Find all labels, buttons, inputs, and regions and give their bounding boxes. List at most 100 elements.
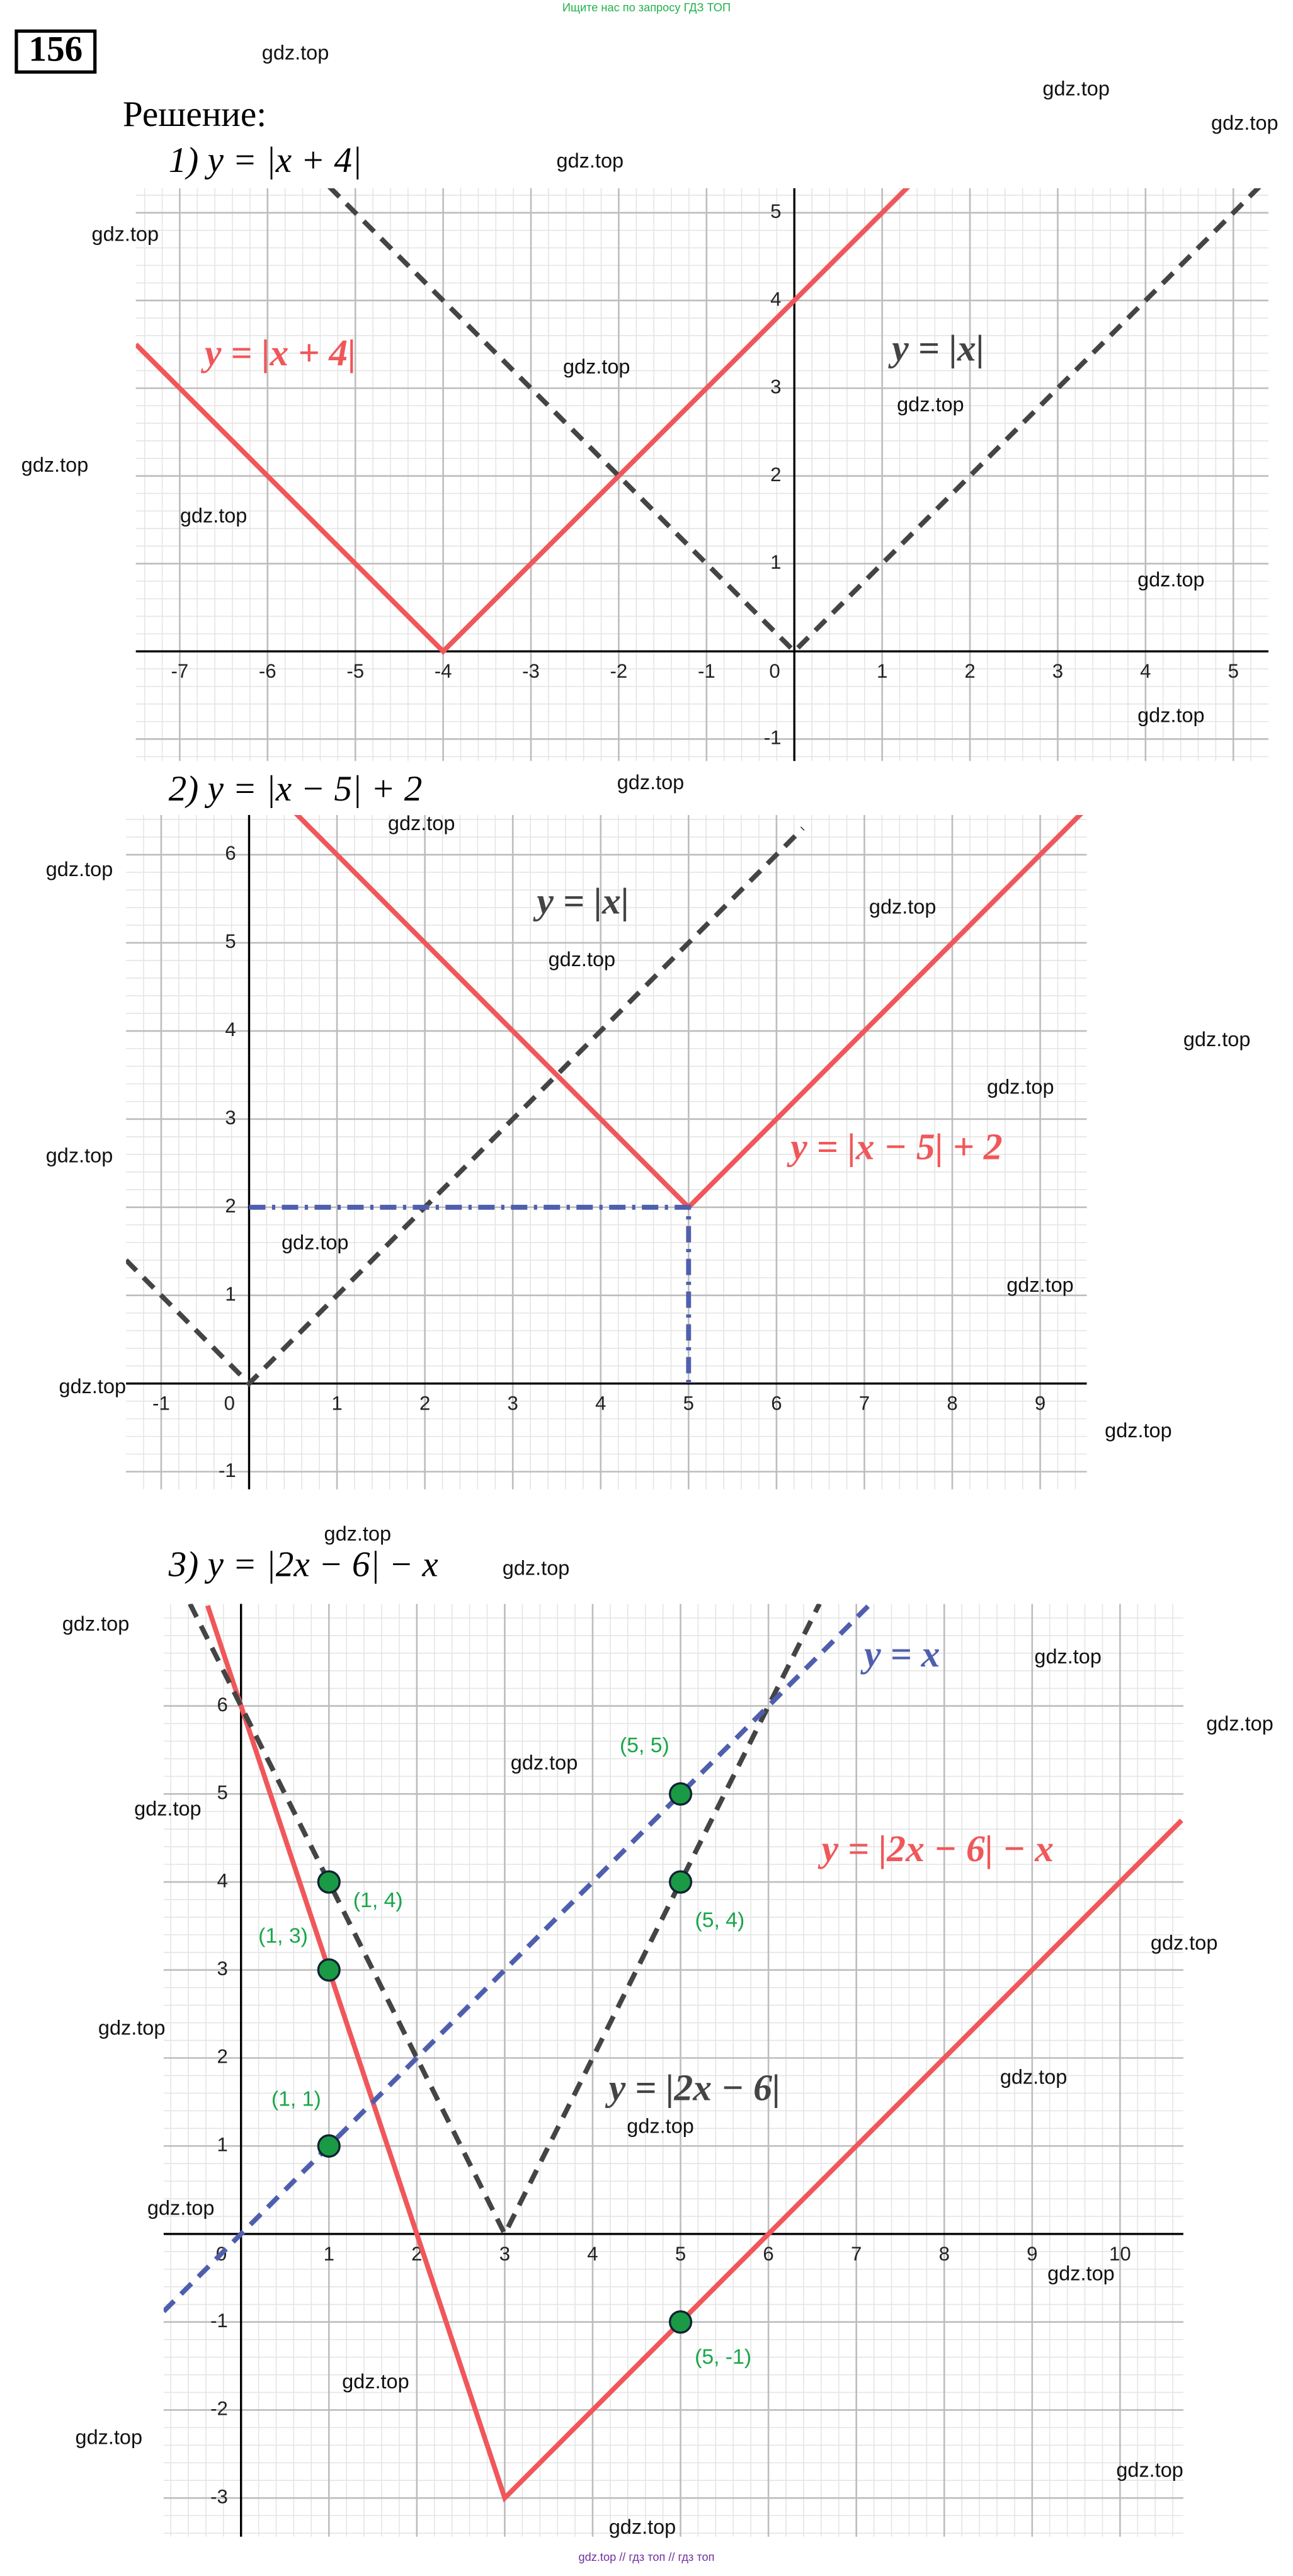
- x-tick-label: -5: [346, 660, 364, 682]
- watermark: gdz.top: [1211, 111, 1279, 134]
- graph: 2) y = |x − 5| + 2 -1 0 1 2 3 4 5 6 7 8 9 -1 1 2 3 4 5 6 y …: [126, 769, 1087, 1490]
- x-tick-label: -6: [259, 660, 276, 682]
- x-tick-label: 1: [877, 660, 887, 682]
- y-tick-label: 2: [770, 464, 781, 486]
- series-group: [163, 1604, 1183, 2503]
- y-tick-label: 5: [225, 930, 236, 952]
- curve-label: y = |x + 4|: [201, 332, 356, 373]
- x-tick-label: 7: [859, 1393, 870, 1415]
- x-tick-label: 9: [1035, 1393, 1045, 1415]
- watermark: gdz.top: [92, 223, 159, 246]
- series-group: [126, 815, 1083, 1388]
- graph-title: 3) y = |2x − 6| − x: [168, 1544, 438, 1584]
- watermark: gdz.top: [1105, 1419, 1172, 1442]
- x-tick-label: 5: [675, 2243, 686, 2265]
- point-label: (1, 4): [353, 1888, 403, 1912]
- x-tick-label: -3: [522, 660, 540, 682]
- x-tick-label: 0: [224, 1393, 235, 1415]
- y-tick-label: 1: [225, 1283, 236, 1305]
- banner: Ищите нас по запросу ГДЗ ТОП: [562, 1, 731, 14]
- watermark: gdz.top: [21, 453, 89, 476]
- watermark: gdz.top: [897, 393, 964, 416]
- watermark: gdz.top: [147, 2197, 215, 2220]
- watermark: gdz.top: [342, 2370, 409, 2393]
- x-tick-label: 5: [1228, 660, 1239, 682]
- x-tick-label: 3: [499, 2243, 510, 2265]
- watermark: gdz.top: [549, 948, 616, 971]
- watermark: gdz.top: [76, 2425, 143, 2448]
- y-tick-label: 3: [225, 1107, 236, 1129]
- point: [317, 1958, 341, 1982]
- y-tick-label: 1: [770, 551, 781, 573]
- watermark: gdz.top: [46, 858, 113, 881]
- watermark: gdz.top: [869, 896, 937, 918]
- watermark: gdz.top: [617, 771, 685, 794]
- point: [668, 1782, 693, 1806]
- point: [668, 1870, 693, 1894]
- x-tick-label: -4: [435, 660, 452, 682]
- y-tick-label: 4: [770, 288, 781, 310]
- x-tick-label: 4: [595, 1393, 606, 1415]
- y-tick-label: -1: [764, 727, 782, 749]
- watermark: gdz.top: [511, 1752, 578, 1774]
- x-tick-label: 1: [331, 1393, 342, 1415]
- watermark: gdz.top: [1151, 1932, 1218, 1954]
- graph-title: 2) y = |x − 5| + 2: [169, 769, 423, 809]
- y-tick-label: 3: [770, 376, 781, 398]
- x-tick-label: 3: [508, 1393, 518, 1415]
- y-tick-label: 1: [217, 2133, 228, 2155]
- graph: 1) y = |x + 4| -7 -6 -5 -4 -3 -2 -1 0 1 2 3 4 5 -1 1 2 3 4…: [135, 140, 1269, 761]
- curve-label: y = |x|: [533, 881, 629, 922]
- watermark: gdz.top: [1006, 1274, 1074, 1296]
- watermark: gdz.top: [1116, 2458, 1183, 2481]
- watermark: gdz.top: [98, 2017, 166, 2039]
- y-tick-label: -1: [219, 1459, 236, 1481]
- curve-label: y = x: [860, 1633, 940, 1675]
- x-tick-label: -2: [610, 660, 628, 682]
- graph: 3) y = |2x − 6| − x0 1 2 3 4 5 6 7 8 9 10-3-2-1123…: [163, 1544, 1183, 2537]
- watermark: gdz.top: [180, 504, 248, 527]
- y-tick-label: 2: [217, 2046, 228, 2068]
- y-tick-label: 2: [225, 1195, 236, 1217]
- curve: [249, 1204, 692, 1384]
- point-label: (5, -1): [695, 2345, 751, 2369]
- x-tick-label: 7: [851, 2243, 862, 2265]
- watermark: gdz.top: [46, 1144, 113, 1167]
- watermark: gdz.top: [388, 812, 455, 835]
- watermark: gdz.top: [134, 1797, 202, 1820]
- curve: [135, 188, 911, 655]
- watermark: gdz.top: [1206, 1712, 1273, 1735]
- watermark: gdz.top: [324, 1522, 392, 1545]
- watermark: gdz.top: [1034, 1645, 1102, 1668]
- watermark: gdz.top: [1047, 2262, 1115, 2284]
- y-tick-label: 6: [225, 842, 236, 864]
- x-tick-label: 4: [1140, 660, 1151, 682]
- x-tick-label: 2: [419, 1393, 430, 1415]
- x-tick-label: 6: [771, 1393, 782, 1415]
- solution-label: Решение:: [123, 94, 266, 134]
- curve-label: y = |x − 5| + 2: [787, 1126, 1002, 1167]
- x-tick-label: -1: [698, 660, 715, 682]
- x-tick-label: 4: [587, 2243, 598, 2265]
- curve: [163, 1604, 872, 2313]
- x-tick-label: 2: [964, 660, 975, 682]
- x-tick-label: 8: [939, 2243, 950, 2265]
- watermark: gdz.top: [282, 1231, 349, 1253]
- curve: [126, 826, 805, 1388]
- point-label: (1, 1): [271, 2087, 321, 2111]
- watermark: gdz.top: [262, 41, 329, 64]
- x-tick-label: -1: [152, 1393, 170, 1415]
- graph-title: 1) y = |x + 4|: [169, 140, 362, 180]
- x-tick-label: 3: [1052, 660, 1063, 682]
- problem-number: 156: [28, 29, 83, 69]
- point-label: (5, 4): [695, 1908, 745, 1932]
- point: [668, 2310, 693, 2334]
- watermark: gdz.top: [609, 2516, 676, 2538]
- y-tick-label: 4: [217, 1869, 228, 1891]
- watermark: gdz.top: [1137, 568, 1205, 591]
- watermark: gdz.top: [1183, 1028, 1251, 1051]
- point-label: (1, 3): [258, 1924, 308, 1948]
- y-tick-label: 3: [217, 1958, 228, 1980]
